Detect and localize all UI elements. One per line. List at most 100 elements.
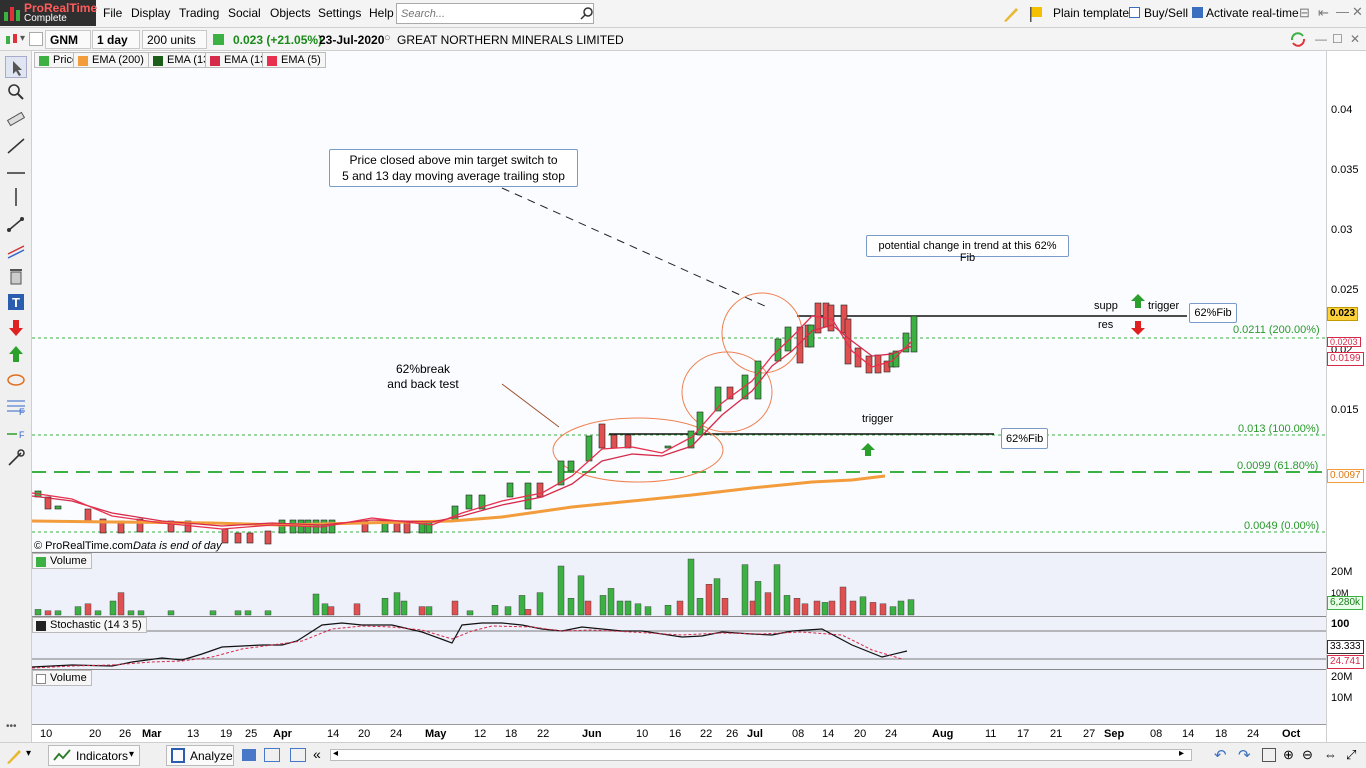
chart-settings-icon[interactable] [29,32,43,46]
volume2-swatch [36,674,46,684]
buy-sell-button[interactable]: Buy/Sell [1144,6,1189,20]
trigger-label-lower[interactable]: trigger [862,413,894,425]
chat-icon[interactable] [242,749,256,761]
ellipse-tool-icon[interactable] [5,369,27,391]
arrow-down-tool-icon[interactable] [5,317,27,339]
fibonacci-tool-icon[interactable]: F [5,395,27,417]
pencil-icon[interactable] [5,747,23,765]
window-minimize-icon[interactable]: — [1336,4,1349,19]
zoom-box-icon[interactable] [1262,748,1276,762]
zoom-out-icon[interactable]: ⊖ [1302,747,1313,762]
res-label[interactable]: res [1098,319,1114,331]
price-chart[interactable] [32,51,1326,551]
menu-settings[interactable]: Settings [318,6,362,20]
time-axis-label: Jun [582,728,602,740]
trash-icon[interactable] [5,265,27,287]
legend-item[interactable]: EMA (5) [262,52,326,68]
fib-box-upper[interactable]: 62%Fib [1189,303,1237,323]
flag-icon[interactable] [1028,5,1044,23]
volume-bar [616,600,624,616]
panel-separator[interactable] [32,552,1326,553]
properties-tool-icon[interactable] [5,447,27,469]
redo-icon[interactable]: ↷ [1238,747,1251,764]
fib-box-lower[interactable]: 62%Fib [1001,428,1048,449]
search-input[interactable] [396,3,594,24]
activate-realtime-button[interactable]: Activate real-time [1206,6,1299,20]
plain-template-button[interactable]: Plain template [1053,6,1130,20]
window-close-icon[interactable]: ✕ [1352,4,1363,19]
analyze-button[interactable]: Analyze [166,745,234,766]
price-axis[interactable] [1326,51,1366,742]
volume2-panel[interactable] [32,670,1326,724]
menu-social[interactable]: Social [228,6,261,20]
candle-chart-icon[interactable] [4,32,20,47]
scroll-left-double-icon[interactable]: « [313,746,321,762]
fibonacci-fan-tool-icon[interactable]: F [5,423,27,445]
search-icon[interactable] [580,6,594,20]
volume-bar [491,605,499,616]
panel-close-icon[interactable]: ✕ [1350,32,1361,46]
text-tool-icon[interactable]: T [5,291,27,313]
panel-maximize-icon[interactable]: ☐ [1332,32,1343,46]
stochastic-panel[interactable] [31,617,1326,669]
stochastic-panel-title[interactable]: Stochastic (14 3 5) [32,617,147,633]
menu-file[interactable]: File [103,6,123,20]
horizontal-scrollbar[interactable]: ◂ ▸ [330,748,1192,761]
horizontal-line-tool-icon[interactable] [5,162,27,184]
chart-type-chevron-icon[interactable]: ▾ [20,33,26,44]
segment-tool-icon[interactable] [5,213,27,235]
zoom-in-icon[interactable]: ⊕ [1283,747,1294,762]
scroll-right-icon[interactable]: ▸ [1179,748,1185,759]
pointer-tool-icon[interactable] [5,56,27,78]
tools-dots-icon[interactable]: ••• [6,721,17,732]
pencil-icon[interactable] [1002,5,1020,23]
period-select[interactable]: 1 day ▾ [92,30,140,61]
screenshot-icon[interactable] [264,748,280,762]
legend-item[interactable]: Price [34,52,84,68]
volume-bar [773,564,781,616]
window-arrow-icon[interactable]: ⇤ [1318,5,1329,20]
trigger-label-upper[interactable]: trigger [1148,300,1180,312]
menu-help[interactable]: Help [369,6,394,20]
volume2-panel-title[interactable]: Volume [32,670,92,686]
legend-item[interactable]: EMA (13) [205,52,275,68]
time-axis-label: Jul [747,728,763,740]
units-select[interactable]: 200 units ▾ [142,30,207,61]
panel-minimize-icon[interactable]: — [1315,32,1327,46]
chevron-down-icon[interactable]: ▾ [26,748,32,759]
refresh-icon[interactable] [1289,31,1307,48]
trendline-tool-icon[interactable] [5,135,27,157]
vertical-line-tool-icon[interactable] [5,186,27,208]
scroll-left-icon[interactable]: ◂ [333,748,339,759]
volume-panel-title[interactable]: Volume [32,553,92,569]
highlight-ellipse [552,417,724,483]
price-candle [54,505,62,510]
window-restore-icon[interactable]: ⊟ [1299,5,1310,20]
ruler-tool-icon[interactable] [5,108,27,130]
undo-icon[interactable]: ↶ [1214,747,1227,764]
annotation-break-text[interactable]: 62%break and back test [383,362,463,392]
fit-icon[interactable]: ⇔ [1324,747,1337,762]
annotation-box-trend-change[interactable]: potential change in trend at this 62% Fi… [866,235,1069,264]
buy-sell-checkbox[interactable] [1129,7,1140,18]
ticker-select[interactable]: GNM ▾ [45,30,91,61]
menu-objects[interactable]: Objects [270,6,311,20]
legend-item[interactable]: EMA (13) [148,52,218,68]
indicators-button[interactable]: Indicators ▾ [48,745,140,766]
panel-separator[interactable] [32,669,1326,670]
export-icon[interactable] [290,748,306,762]
channel-tool-icon[interactable] [5,240,27,262]
panel-separator[interactable] [32,616,1326,617]
fullscreen-icon[interactable]: ⤢ [1346,747,1357,762]
zoom-tool-icon[interactable] [5,81,27,103]
menu-trading[interactable]: Trading [179,6,220,20]
legend-item[interactable]: EMA (200) [73,52,149,68]
menu-display[interactable]: Display [131,6,171,20]
time-axis-label: 10 [40,728,53,740]
arrow-up-tool-icon[interactable] [5,343,27,365]
realtime-checkbox[interactable] [1192,7,1203,18]
annotation-box-trailing-stop[interactable]: Price closed above min target switch to … [329,149,578,187]
volume-panel[interactable] [32,553,1326,616]
supp-label[interactable]: supp [1094,300,1118,312]
time-axis[interactable]: 10 20 26 Mar 13 19 25 Apr 14 20 24 May 12 18 22 Jun 10 16… [32,724,1326,742]
